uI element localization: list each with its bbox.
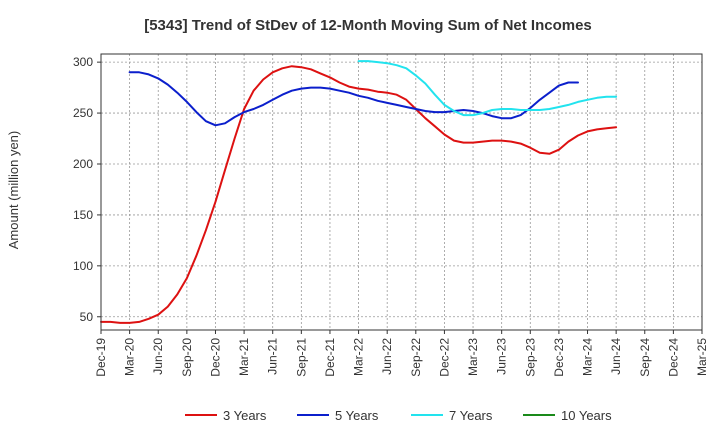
x-tick-label: Mar-22 — [352, 338, 366, 376]
x-tick-label: Dec-20 — [208, 338, 222, 377]
x-tick-label: Sep-24 — [638, 338, 652, 377]
x-tick-label: Dec-19 — [94, 338, 108, 377]
legend-label: 5 Years — [335, 408, 379, 423]
x-tick-label: Mar-23 — [466, 338, 480, 376]
y-axis-label: Amount (million yen) — [6, 131, 21, 250]
x-tick-label: Jun-21 — [266, 338, 280, 375]
x-tick-label: Sep-20 — [180, 338, 194, 377]
legend-label: 10 Years — [561, 408, 612, 423]
x-tick-label: Dec-21 — [323, 338, 337, 377]
x-tick-label: Mar-20 — [123, 338, 137, 376]
x-tick-label: Sep-22 — [409, 338, 423, 377]
series-line-5-years — [128, 71, 579, 127]
y-tick-label: 150 — [73, 208, 93, 222]
x-tick-label: Jun-24 — [609, 338, 623, 375]
series-layer — [100, 60, 618, 324]
x-tick-label: Dec-23 — [552, 338, 566, 377]
legend: 3 Years 5 Years 7 Years 10 Years — [185, 408, 612, 423]
x-tick-label: Dec-22 — [437, 338, 451, 377]
x-tick-label: Sep-21 — [294, 338, 308, 377]
series-line-3-years — [100, 65, 618, 324]
x-tick-label: Mar-21 — [237, 338, 251, 376]
legend-label: 7 Years — [449, 408, 493, 423]
x-tick-label: Mar-24 — [581, 338, 595, 376]
y-tick-label: 100 — [73, 259, 93, 273]
chart-title: [5343] Trend of StDev of 12-Month Moving… — [144, 17, 592, 34]
x-tick-label: Dec-24 — [666, 338, 680, 377]
y-tick-label: 250 — [73, 106, 93, 120]
x-tick-label: Jun-23 — [495, 338, 509, 375]
legend-label: 3 Years — [223, 408, 267, 423]
series-line-7-years — [357, 60, 618, 117]
x-tick-label: Jun-20 — [151, 338, 165, 375]
x-tick-label: Mar-25 — [695, 338, 709, 376]
y-tick-label: 300 — [73, 55, 93, 69]
plot-frame — [100, 53, 703, 331]
tick-labels: Dec-19 Mar-20 Jun-20 Sep-20 Dec-20 Mar-21 Jun-… — [73, 55, 709, 377]
grid-layer — [100, 54, 703, 330]
x-tick-label: Jun-22 — [380, 338, 394, 375]
y-tick-label: 200 — [73, 157, 93, 171]
y-tick-label: 50 — [80, 310, 94, 324]
x-tick-label: Sep-23 — [523, 338, 537, 377]
